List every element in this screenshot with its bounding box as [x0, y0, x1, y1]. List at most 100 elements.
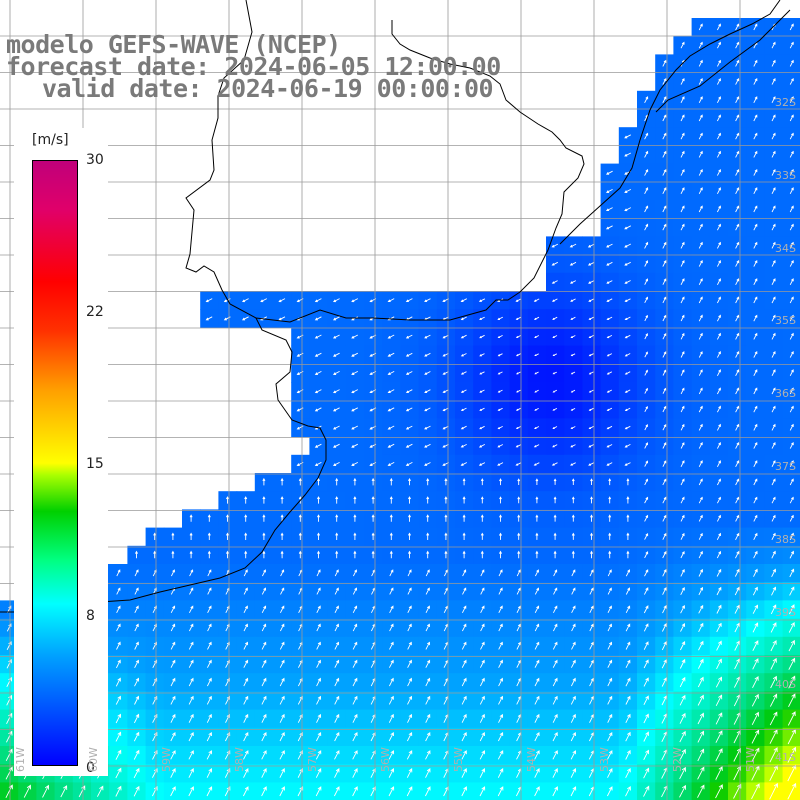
wind-arrow [769, 711, 778, 726]
wind-arrow [479, 425, 485, 430]
wind-arrow [480, 496, 484, 504]
wind-arrow [662, 59, 667, 67]
wind-arrow [425, 569, 430, 577]
wind-arrow [425, 641, 431, 650]
wind-arrow [534, 695, 540, 705]
wind-arrow [662, 296, 667, 304]
wind-arrow [626, 532, 630, 540]
wind-arrow [788, 639, 795, 652]
wind-arrow [460, 443, 467, 448]
wind-arrow [698, 460, 703, 468]
wind-arrow [624, 389, 631, 393]
wind-arrow [115, 767, 122, 779]
wind-arrow [698, 223, 703, 231]
wind-arrow [552, 605, 558, 614]
wind-arrow [717, 150, 721, 158]
wind-arrow [352, 695, 358, 705]
wind-arrow [188, 713, 194, 723]
wind-arrow [662, 132, 667, 140]
wind-arrow [425, 623, 430, 632]
wind-arrow [243, 605, 248, 614]
wind-arrow [424, 443, 431, 448]
wind-arrow [697, 730, 705, 743]
wind-arrow [314, 443, 322, 448]
wind-arrow [625, 713, 631, 724]
wind-arrow [698, 604, 704, 614]
wind-arrow [570, 426, 576, 430]
wind-arrow [570, 677, 576, 687]
wind-arrow [644, 460, 649, 467]
wind-arrow [717, 332, 721, 340]
wind-arrow [480, 587, 485, 595]
wind-arrow [789, 59, 794, 67]
wind-arrow [405, 389, 413, 394]
wind-arrow [624, 152, 632, 157]
wind-arrow [733, 783, 742, 799]
wind-arrow [189, 587, 194, 595]
wind-arrow [717, 460, 721, 468]
wind-arrow [480, 605, 485, 614]
wind-arrow [6, 641, 12, 651]
wind-arrow [771, 96, 776, 104]
wind-arrow [661, 641, 667, 651]
wind-arrow [497, 371, 503, 375]
wind-arrow [335, 550, 339, 559]
wind-arrow [789, 77, 794, 85]
wind-arrow [753, 205, 758, 213]
wind-arrow [697, 694, 704, 706]
wind-arrow [516, 371, 521, 375]
wind-arrow [553, 569, 558, 577]
wind-arrow [479, 713, 485, 723]
wind-arrow [314, 352, 322, 357]
wind-arrow [334, 750, 340, 760]
wind-arrow [480, 514, 484, 522]
wind-arrow [607, 605, 612, 614]
wind-arrow [789, 350, 794, 358]
wind-arrow [788, 693, 796, 708]
wind-arrow [335, 477, 339, 486]
wind-arrow [717, 296, 721, 304]
wind-arrow [332, 316, 340, 321]
wind-arrow [498, 713, 504, 723]
wind-arrow [588, 444, 595, 448]
wind-arrow [570, 713, 576, 723]
wind-arrow [717, 132, 721, 140]
wind-arrow [262, 477, 266, 486]
wind-arrow [226, 550, 229, 559]
wind-arrow [207, 587, 212, 595]
wind-arrow [134, 605, 139, 614]
wind-arrow [534, 389, 539, 393]
wind-arrow [332, 371, 340, 375]
wind-arrow [553, 550, 557, 559]
wind-arrow [553, 587, 558, 595]
wind-arrow [552, 641, 558, 650]
wind-arrow [517, 550, 521, 559]
wind-arrow [753, 568, 758, 577]
wind-arrow [279, 695, 285, 705]
wind-arrow [588, 298, 595, 302]
wind-arrow [644, 333, 648, 340]
wind-arrow [389, 514, 393, 522]
wind-arrow [278, 316, 286, 321]
wind-arrow [698, 351, 703, 358]
wind-arrow [662, 532, 667, 540]
wind-arrow [133, 785, 140, 797]
wind-arrow [679, 694, 686, 706]
wind-arrow [534, 641, 540, 650]
wind-arrow [351, 443, 359, 448]
wind-arrow [753, 332, 758, 340]
wind-arrow [753, 405, 758, 413]
wind-arrow [771, 187, 776, 195]
wind-arrow [588, 353, 594, 357]
wind-arrow [480, 623, 485, 632]
wind-arrow [317, 496, 320, 504]
forecast-date: forecast date: 2024-06-05 12:00:00 [6, 52, 501, 81]
wind-arrow [352, 587, 358, 595]
wind-arrow [405, 352, 413, 357]
wind-arrow [717, 168, 721, 176]
wind-arrow [771, 278, 776, 286]
wind-arrow [771, 296, 776, 304]
wind-arrow [116, 641, 121, 650]
wind-arrow [608, 496, 612, 504]
wind-arrow [715, 748, 723, 762]
